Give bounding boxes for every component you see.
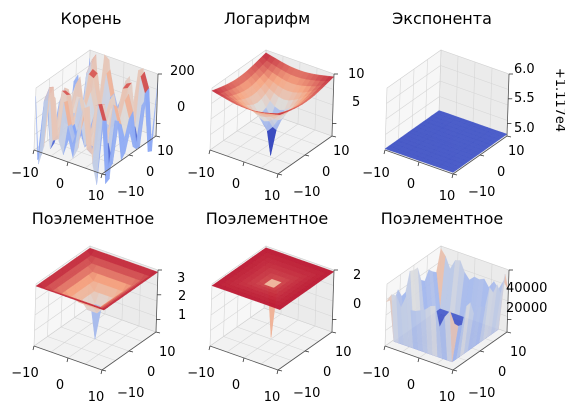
z-tick-label: 10 bbox=[348, 67, 365, 82]
z-tick-label: 2 bbox=[353, 268, 361, 283]
x-tick-label: −10 bbox=[187, 366, 214, 381]
z-offset-label: +1.117e4 bbox=[552, 68, 565, 132]
z-tick-label: 0 bbox=[177, 100, 185, 115]
y-tick-label: 10 bbox=[333, 144, 350, 159]
x-tick-label: −10 bbox=[362, 366, 389, 381]
y-tick-label: −10 bbox=[468, 185, 495, 200]
x-tick-label: −10 bbox=[187, 166, 214, 181]
y-tick-label: 0 bbox=[146, 165, 154, 180]
y-tick-label: 10 bbox=[510, 345, 527, 360]
z-tick-label: 0 bbox=[353, 297, 361, 312]
z-tick-label: 5 bbox=[352, 95, 360, 110]
x-tick-label: −10 bbox=[362, 166, 389, 181]
y-tick-label: 0 bbox=[323, 365, 331, 380]
z-tick-label: 200 bbox=[170, 64, 195, 79]
z-tick-label: 6.0 bbox=[514, 62, 535, 77]
y-tick-label: −10 bbox=[293, 185, 320, 200]
y-tick-label: −10 bbox=[117, 185, 144, 200]
z-tick-label: 2 bbox=[178, 289, 186, 304]
z-tick-label: 3 bbox=[177, 271, 185, 286]
y-tick-label: −10 bbox=[293, 386, 320, 401]
subplot-title: Логарифм bbox=[224, 9, 310, 28]
x-tick-label: −10 bbox=[11, 366, 38, 381]
z-tick-label: 20000 bbox=[506, 301, 547, 316]
y-tick-label: 10 bbox=[335, 345, 352, 360]
y-tick-label: 0 bbox=[322, 165, 330, 180]
x-tick-label: 0 bbox=[407, 378, 415, 393]
y-tick-label: 10 bbox=[508, 144, 525, 159]
x-tick-label: 10 bbox=[439, 390, 456, 405]
x-tick-label: 10 bbox=[88, 390, 105, 405]
x-tick-label: 10 bbox=[88, 189, 105, 204]
z-tick-label: 1 bbox=[178, 308, 186, 323]
x-tick-label: −10 bbox=[11, 166, 38, 181]
x-tick-label: 10 bbox=[264, 189, 281, 204]
z-tick-label: 5.5 bbox=[514, 91, 535, 106]
x-tick-label: 10 bbox=[264, 390, 281, 405]
subplot-title: Поэлементное bbox=[381, 209, 503, 228]
y-tick-label: 0 bbox=[497, 165, 505, 180]
subplot-title: Поэлементное bbox=[206, 209, 328, 228]
x-tick-label: 0 bbox=[232, 177, 240, 192]
x-tick-label: 0 bbox=[56, 378, 64, 393]
y-tick-label: 0 bbox=[498, 365, 506, 380]
y-tick-label: 10 bbox=[159, 345, 176, 360]
subplot-title: Поэлементное bbox=[32, 209, 154, 228]
x-tick-label: 0 bbox=[56, 177, 64, 192]
subplot-title: Экспонента bbox=[392, 9, 492, 28]
y-tick-label: 10 bbox=[157, 144, 174, 159]
subplot-title: Корень bbox=[60, 9, 121, 28]
x-tick-label: 0 bbox=[232, 378, 240, 393]
x-tick-label: 0 bbox=[407, 177, 415, 192]
x-tick-label: 10 bbox=[439, 189, 456, 204]
y-tick-label: 0 bbox=[147, 365, 155, 380]
y-tick-label: −10 bbox=[468, 386, 495, 401]
y-tick-label: −10 bbox=[117, 386, 144, 401]
z-tick-label: 5.0 bbox=[514, 121, 535, 136]
z-tick-label: 40000 bbox=[506, 281, 547, 296]
